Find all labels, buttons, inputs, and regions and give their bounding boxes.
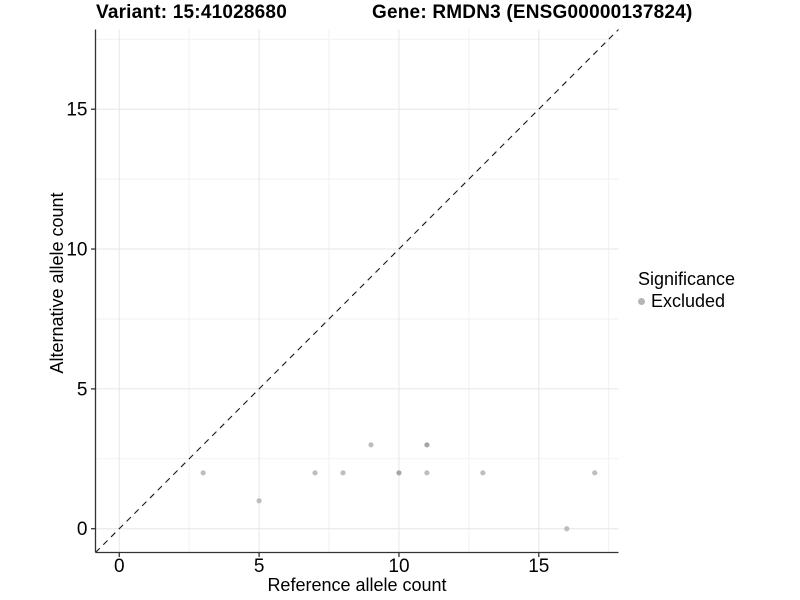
data-point — [340, 470, 346, 476]
variant-title: Variant: 15:41028680 — [96, 2, 287, 23]
y-axis-title: Alternative allele count — [47, 192, 67, 374]
data-point — [368, 442, 374, 448]
data-point — [396, 470, 402, 476]
x-axis-title: Reference allele count — [267, 575, 447, 595]
data-point — [424, 470, 430, 476]
data-point — [424, 442, 430, 448]
data-point — [564, 526, 570, 532]
gene-title: Gene: RMDN3 (ENSG00000137824) — [372, 2, 693, 23]
identity-dashed-line — [95, 29, 619, 553]
data-point — [592, 470, 598, 476]
y-tick-label: 5 — [77, 379, 88, 400]
legend-item-excluded: Excluded — [638, 291, 735, 311]
y-tick-label: 15 — [66, 100, 87, 121]
x-tick-label: 15 — [528, 556, 549, 577]
legend-item-label: Excluded — [651, 291, 726, 311]
legend: Significance Excluded — [638, 269, 735, 311]
excluded-point-icon — [638, 297, 645, 305]
y-tick-label: 0 — [77, 519, 88, 540]
x-tick-label: 5 — [254, 556, 265, 577]
data-point — [312, 470, 318, 476]
y-tick-label: 10 — [66, 240, 87, 261]
legend-title: Significance — [638, 269, 736, 289]
data-point — [200, 470, 206, 476]
x-tick-label: 0 — [114, 556, 125, 577]
data-point — [256, 498, 262, 504]
x-tick-label: 10 — [388, 556, 409, 577]
data-point — [480, 470, 486, 476]
